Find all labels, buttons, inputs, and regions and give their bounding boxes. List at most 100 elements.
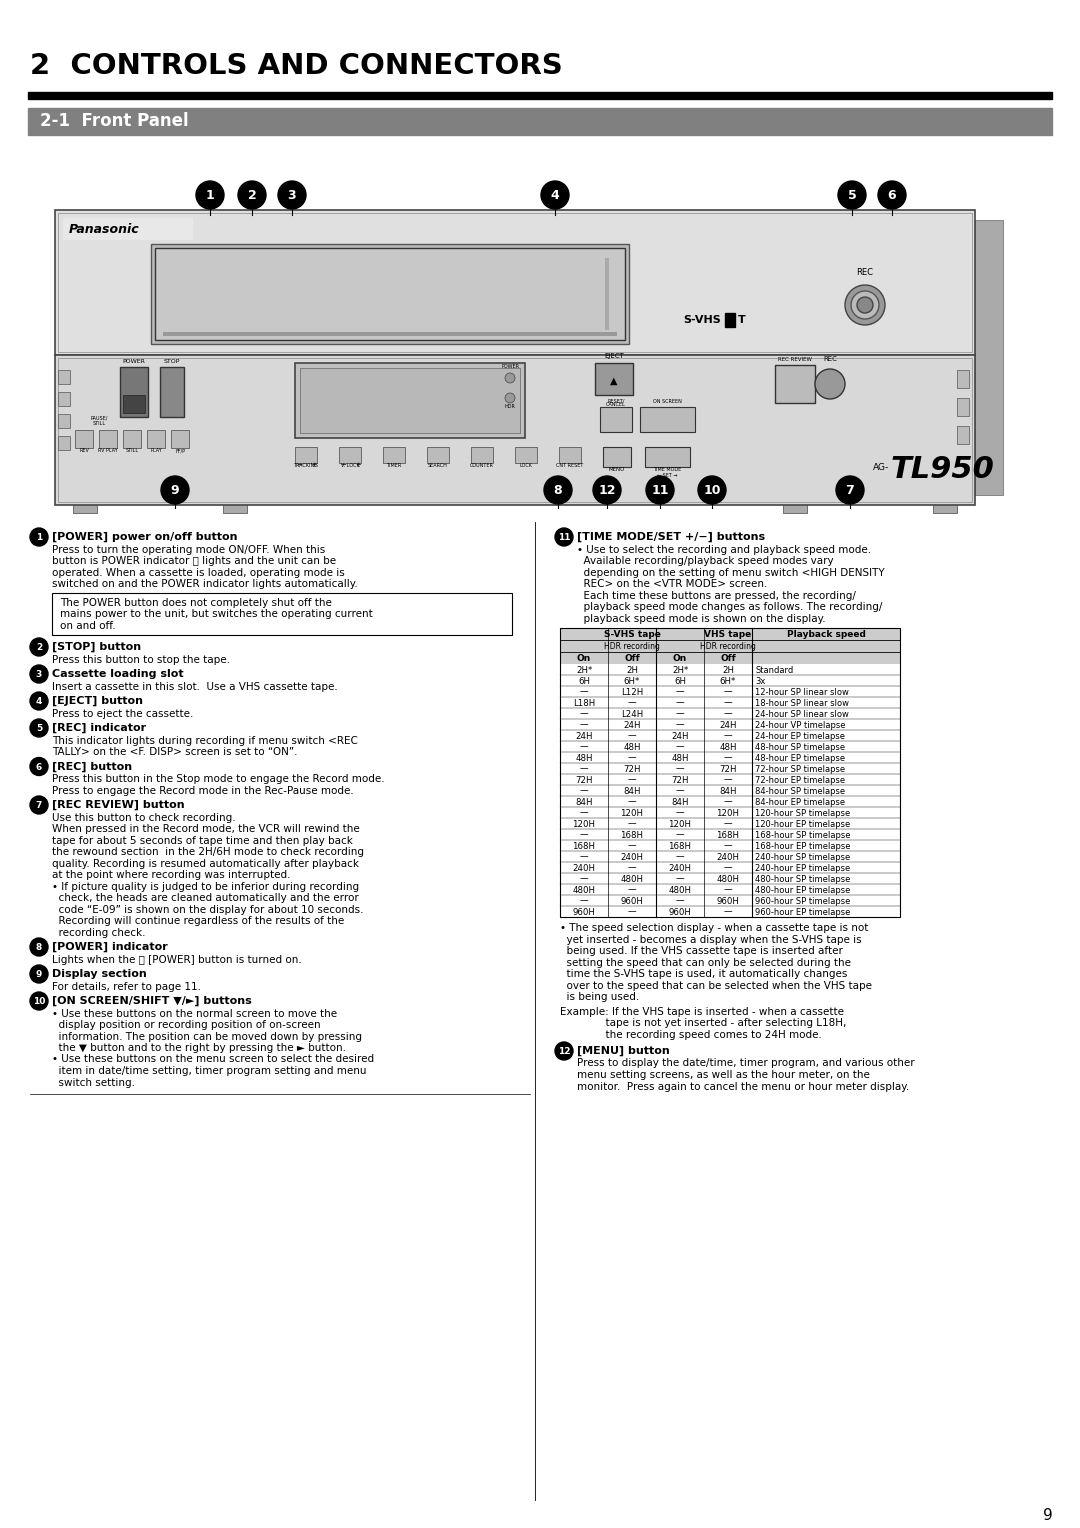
Text: 24H: 24H	[623, 721, 640, 729]
Bar	[559, 448, 581, 463]
Circle shape	[555, 1042, 573, 1060]
Bar	[58, 358, 972, 503]
Text: 240H: 240H	[669, 863, 691, 872]
Text: RESET/: RESET/	[607, 397, 624, 403]
Text: 12-hour SP linear slow: 12-hour SP linear slow	[755, 688, 849, 697]
Text: S-VHS: S-VHS	[683, 315, 720, 325]
Text: STOP: STOP	[164, 359, 180, 364]
Text: SEARCH: SEARCH	[428, 463, 448, 468]
Circle shape	[858, 296, 873, 313]
Text: —: —	[676, 897, 685, 906]
Text: 240H: 240H	[621, 853, 644, 862]
Text: 11: 11	[557, 533, 570, 542]
Text: On: On	[577, 654, 591, 663]
Text: −    +: − +	[340, 461, 362, 468]
Text: REC> on the <VTR MODE> screen.: REC> on the <VTR MODE> screen.	[577, 579, 768, 588]
Text: —: —	[627, 698, 636, 707]
Text: —: —	[676, 808, 685, 817]
Text: —: —	[724, 688, 732, 697]
Circle shape	[30, 758, 48, 776]
Text: —: —	[724, 819, 732, 828]
Text: The POWER button does not completely shut off the: The POWER button does not completely shu…	[60, 597, 332, 608]
Bar	[58, 435, 70, 451]
Text: playback speed mode is shown on the display.: playback speed mode is shown on the disp…	[577, 614, 825, 623]
Text: 2H: 2H	[626, 666, 638, 674]
Text: 960-hour EP timelapse: 960-hour EP timelapse	[755, 908, 850, 917]
Text: —: —	[627, 908, 636, 917]
Text: item in date/time setting, timer program setting and menu: item in date/time setting, timer program…	[52, 1067, 366, 1076]
Text: —: —	[627, 753, 636, 762]
Text: 24H: 24H	[672, 732, 689, 741]
Text: 4: 4	[36, 697, 42, 706]
Bar	[605, 258, 609, 330]
Text: RV PLAY: RV PLAY	[98, 448, 118, 452]
Text: —: —	[724, 753, 732, 762]
Text: [ON SCREEN/SHIFT ▼/►] buttons: [ON SCREEN/SHIFT ▼/►] buttons	[52, 996, 252, 1007]
Text: —: —	[580, 743, 589, 752]
Circle shape	[851, 290, 879, 319]
Text: Insert a cassette in this slot.  Use a VHS cassette tape.: Insert a cassette in this slot. Use a VH…	[52, 681, 338, 692]
Bar	[295, 364, 525, 439]
Bar	[783, 504, 807, 513]
Text: 8: 8	[36, 943, 42, 952]
Bar	[120, 367, 148, 417]
Text: —: —	[580, 897, 589, 906]
Text: 12: 12	[598, 484, 616, 497]
Text: 48H: 48H	[576, 753, 593, 762]
Text: recording check.: recording check.	[52, 927, 146, 938]
Circle shape	[30, 796, 48, 814]
Circle shape	[646, 477, 674, 504]
Bar	[147, 429, 165, 448]
Text: ON SCREEN: ON SCREEN	[652, 399, 681, 403]
Circle shape	[30, 720, 48, 736]
Text: REC REVIEW: REC REVIEW	[778, 358, 812, 362]
Text: —: —	[580, 853, 589, 862]
Bar	[603, 448, 631, 468]
Text: L12H: L12H	[621, 688, 643, 697]
Text: check, the heads are cleaned automatically and the error: check, the heads are cleaned automatical…	[52, 892, 359, 903]
Text: 84H: 84H	[576, 798, 593, 807]
Text: 240H: 240H	[572, 863, 595, 872]
Text: 480H: 480H	[621, 874, 644, 883]
Bar	[471, 448, 492, 463]
Text: —: —	[724, 732, 732, 741]
Text: • If picture quality is judged to be inferior during recording: • If picture quality is judged to be inf…	[52, 882, 360, 891]
Text: 11: 11	[651, 484, 669, 497]
Text: —: —	[676, 709, 685, 718]
Text: —: —	[627, 732, 636, 741]
Circle shape	[195, 180, 224, 209]
Text: 480H: 480H	[572, 886, 595, 894]
Bar	[595, 364, 633, 396]
Text: PLAY: PLAY	[150, 448, 162, 452]
Bar	[58, 414, 70, 428]
Text: —: —	[627, 886, 636, 894]
Text: [REC REVIEW] button: [REC REVIEW] button	[52, 801, 185, 810]
Text: 5: 5	[36, 724, 42, 733]
Text: TRACKING: TRACKING	[294, 463, 319, 468]
Bar	[561, 628, 900, 917]
Text: • The speed selection display - when a cassette tape is not: • The speed selection display - when a c…	[561, 923, 868, 934]
Text: —: —	[580, 764, 589, 773]
Text: —: —	[724, 842, 732, 851]
Text: 9: 9	[36, 970, 42, 979]
Text: For details, refer to page 11.: For details, refer to page 11.	[52, 981, 201, 992]
Text: TIMER: TIMER	[387, 463, 402, 468]
Text: —: —	[580, 721, 589, 729]
Text: 120H: 120H	[669, 819, 691, 828]
Text: 24H: 24H	[719, 721, 737, 729]
Bar	[933, 504, 957, 513]
Text: menu setting screens, as well as the hour meter, on the: menu setting screens, as well as the hou…	[577, 1070, 869, 1080]
Bar	[55, 354, 975, 504]
Text: When pressed in the Record mode, the VCR will rewind the: When pressed in the Record mode, the VCR…	[52, 824, 360, 834]
Text: Display section: Display section	[52, 969, 147, 979]
Bar	[58, 393, 70, 406]
Bar	[58, 370, 70, 384]
Text: [POWER] power on/off button: [POWER] power on/off button	[52, 532, 238, 542]
Text: switched on and the POWER indicator lights automatically.: switched on and the POWER indicator ligh…	[52, 579, 357, 588]
Text: Off: Off	[720, 654, 735, 663]
Bar	[156, 248, 625, 341]
Text: 480H: 480H	[669, 886, 691, 894]
Text: CANCEL: CANCEL	[606, 402, 626, 406]
Circle shape	[836, 477, 864, 504]
Text: 7: 7	[846, 484, 854, 497]
